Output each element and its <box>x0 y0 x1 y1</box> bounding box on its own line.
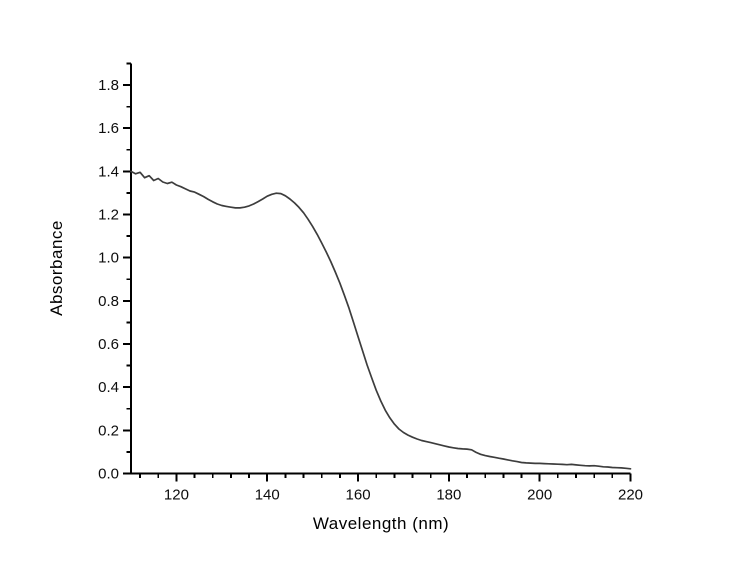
x-tick-label: 140 <box>255 487 280 504</box>
x-tick-label: 120 <box>164 487 189 504</box>
y-tick-label: 0.0 <box>98 466 119 483</box>
x-axis-title: Wavelength (nm) <box>312 514 450 533</box>
y-tick-label: 1.2 <box>98 207 119 224</box>
y-tick-label: 0.6 <box>98 336 119 353</box>
y-tick-label: 0.4 <box>98 379 119 396</box>
y-tick-label: 1.4 <box>98 163 119 180</box>
y-tick-label: 1.0 <box>98 250 119 267</box>
axis-ticks <box>123 62 632 482</box>
axes <box>130 63 631 475</box>
y-axis-title: Absorbance <box>47 220 66 316</box>
y-tick-label: 1.8 <box>98 77 119 94</box>
x-tick-label: 160 <box>346 487 371 504</box>
axis-tick-labels: 120 140 160 180 200 220 0.0 0.2 0.4 0.6 0.8 1.0 1.2 1… <box>98 77 643 503</box>
y-tick-label: 0.8 <box>98 293 119 310</box>
spectrum-curve <box>130 170 632 470</box>
x-tick-label: 220 <box>618 487 643 504</box>
x-tick-label: 180 <box>436 487 461 504</box>
y-tick-label: 1.6 <box>98 120 119 137</box>
x-tick-label: 200 <box>527 487 552 504</box>
y-tick-label: 0.2 <box>98 422 119 439</box>
